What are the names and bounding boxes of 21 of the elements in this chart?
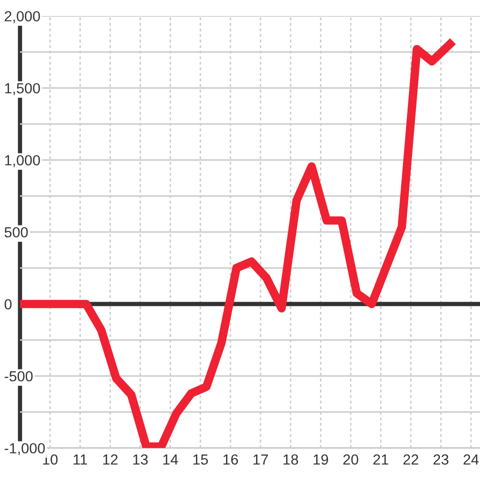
y-tick-label: -1,000 (4, 443, 45, 456)
x-tick-label: 21 (373, 454, 388, 465)
y-tick-label: -500 (4, 371, 33, 382)
x-tick-label: 12 (103, 454, 118, 465)
y-tick-label: 500 (4, 227, 28, 238)
x-tick-label: 24 (464, 454, 479, 465)
x-tick-label: 11 (74, 454, 87, 465)
y-tick-label: 1,500 (5, 83, 40, 96)
x-tick-label: 15 (193, 454, 208, 465)
y-tick-label: 2,000 (4, 11, 40, 24)
x-tick-label: 14 (163, 454, 178, 465)
y-tick-label: 0 (4, 299, 12, 310)
x-tick-label: 23 (434, 454, 448, 465)
y-tick-label: 1,000 (5, 155, 40, 168)
x-tick-label: 22 (403, 454, 418, 465)
x-tick-label: 18 (284, 454, 298, 465)
x-tick-label: 17 (254, 454, 268, 465)
x-tick-label: 13 (133, 454, 148, 465)
x-tick-label: 20 (343, 454, 358, 465)
x-tick-label: 19 (314, 454, 328, 465)
x-tick-label: 16 (223, 454, 238, 465)
